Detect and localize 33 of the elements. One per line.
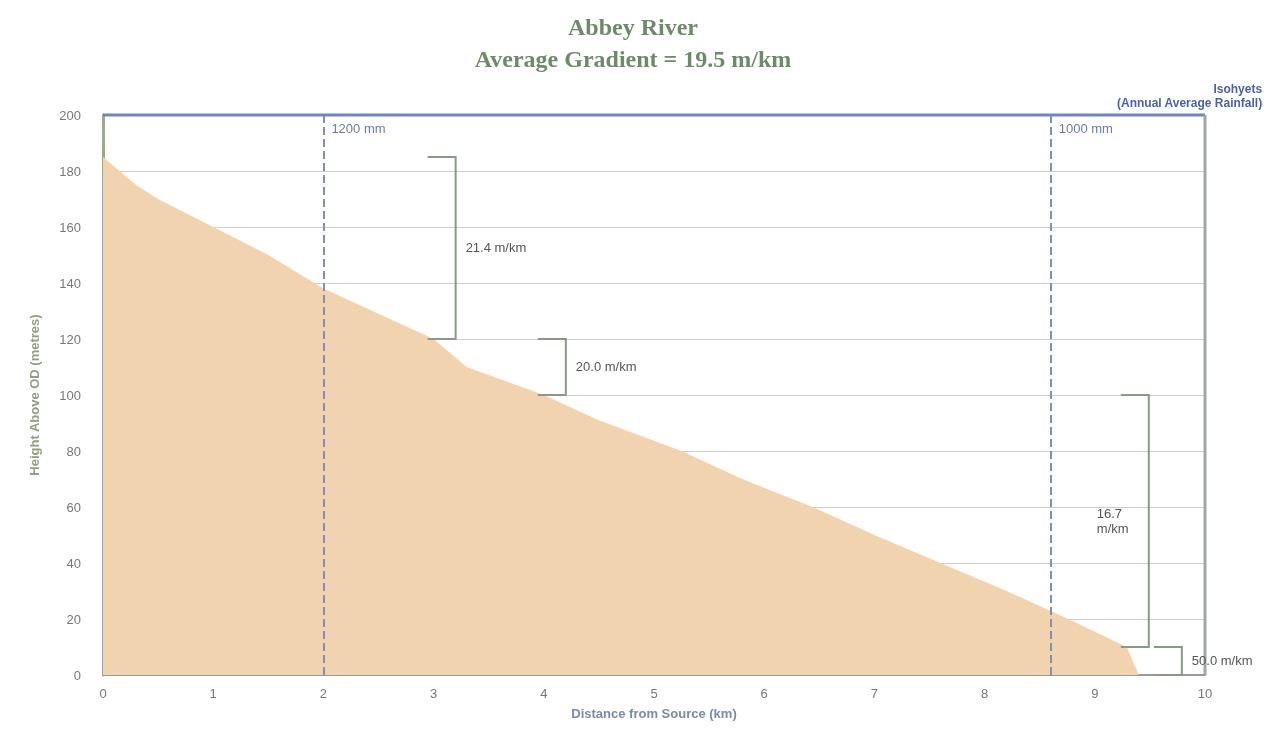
- annotation: 20.0 m/km: [575, 359, 637, 375]
- y-tick-label: 180: [59, 163, 81, 179]
- y-tick-label: 140: [59, 275, 81, 291]
- annotation: 16.7 m/km: [1096, 505, 1130, 537]
- y-tick-label: 200: [59, 107, 81, 123]
- chart-title: Abbey River: [568, 14, 699, 40]
- x-axis-title: Distance from Source (km): [571, 706, 737, 721]
- x-tick-label: 8: [980, 686, 989, 701]
- x-tick-label: 1: [209, 686, 217, 701]
- x-tick-label: 3: [429, 686, 438, 701]
- text: Isohyets (Annual Average Rainfall): [1117, 82, 1263, 111]
- x-tick-label: 9: [1091, 686, 1099, 701]
- x-tick-label: 4: [540, 686, 548, 701]
- y-tick-label: 20: [66, 611, 81, 627]
- x-tick-label: 6: [760, 686, 768, 701]
- annotation: 50.0 m/km: [1191, 653, 1254, 669]
- chart-subtitle: Average Gradient = 19.5 m/km: [474, 46, 792, 72]
- annotation: 21.4 m/km: [465, 240, 527, 256]
- y-tick-label: 120: [59, 331, 81, 347]
- y-tick-label: 0: [73, 667, 81, 683]
- ref-line-label: 1200 mm: [331, 121, 386, 137]
- y-tick-label: 60: [66, 499, 81, 515]
- x-tick-label: 2: [319, 686, 328, 701]
- x-tick-label: 0: [99, 686, 107, 701]
- ref-line-label: 1000 mm: [1058, 121, 1113, 137]
- x-tick-label: 5: [650, 686, 658, 701]
- y-tick-label: 80: [66, 443, 81, 459]
- y-tick-label: 160: [59, 219, 81, 235]
- y-tick-label: 40: [66, 555, 81, 571]
- x-tick-label: 10: [1197, 686, 1213, 701]
- y-tick-label: 100: [59, 387, 81, 403]
- x-tick-label: 7: [870, 686, 879, 701]
- y-axis-title: Height Above OD (metres): [27, 314, 42, 476]
